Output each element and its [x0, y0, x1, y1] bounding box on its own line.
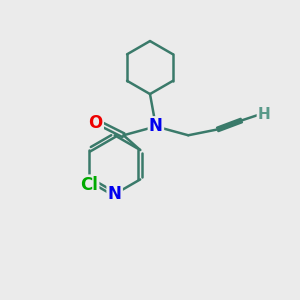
Text: N: N — [149, 117, 163, 135]
Text: N: N — [108, 185, 122, 203]
Text: Cl: Cl — [80, 176, 98, 194]
Text: O: O — [88, 115, 103, 133]
Text: H: H — [258, 107, 271, 122]
